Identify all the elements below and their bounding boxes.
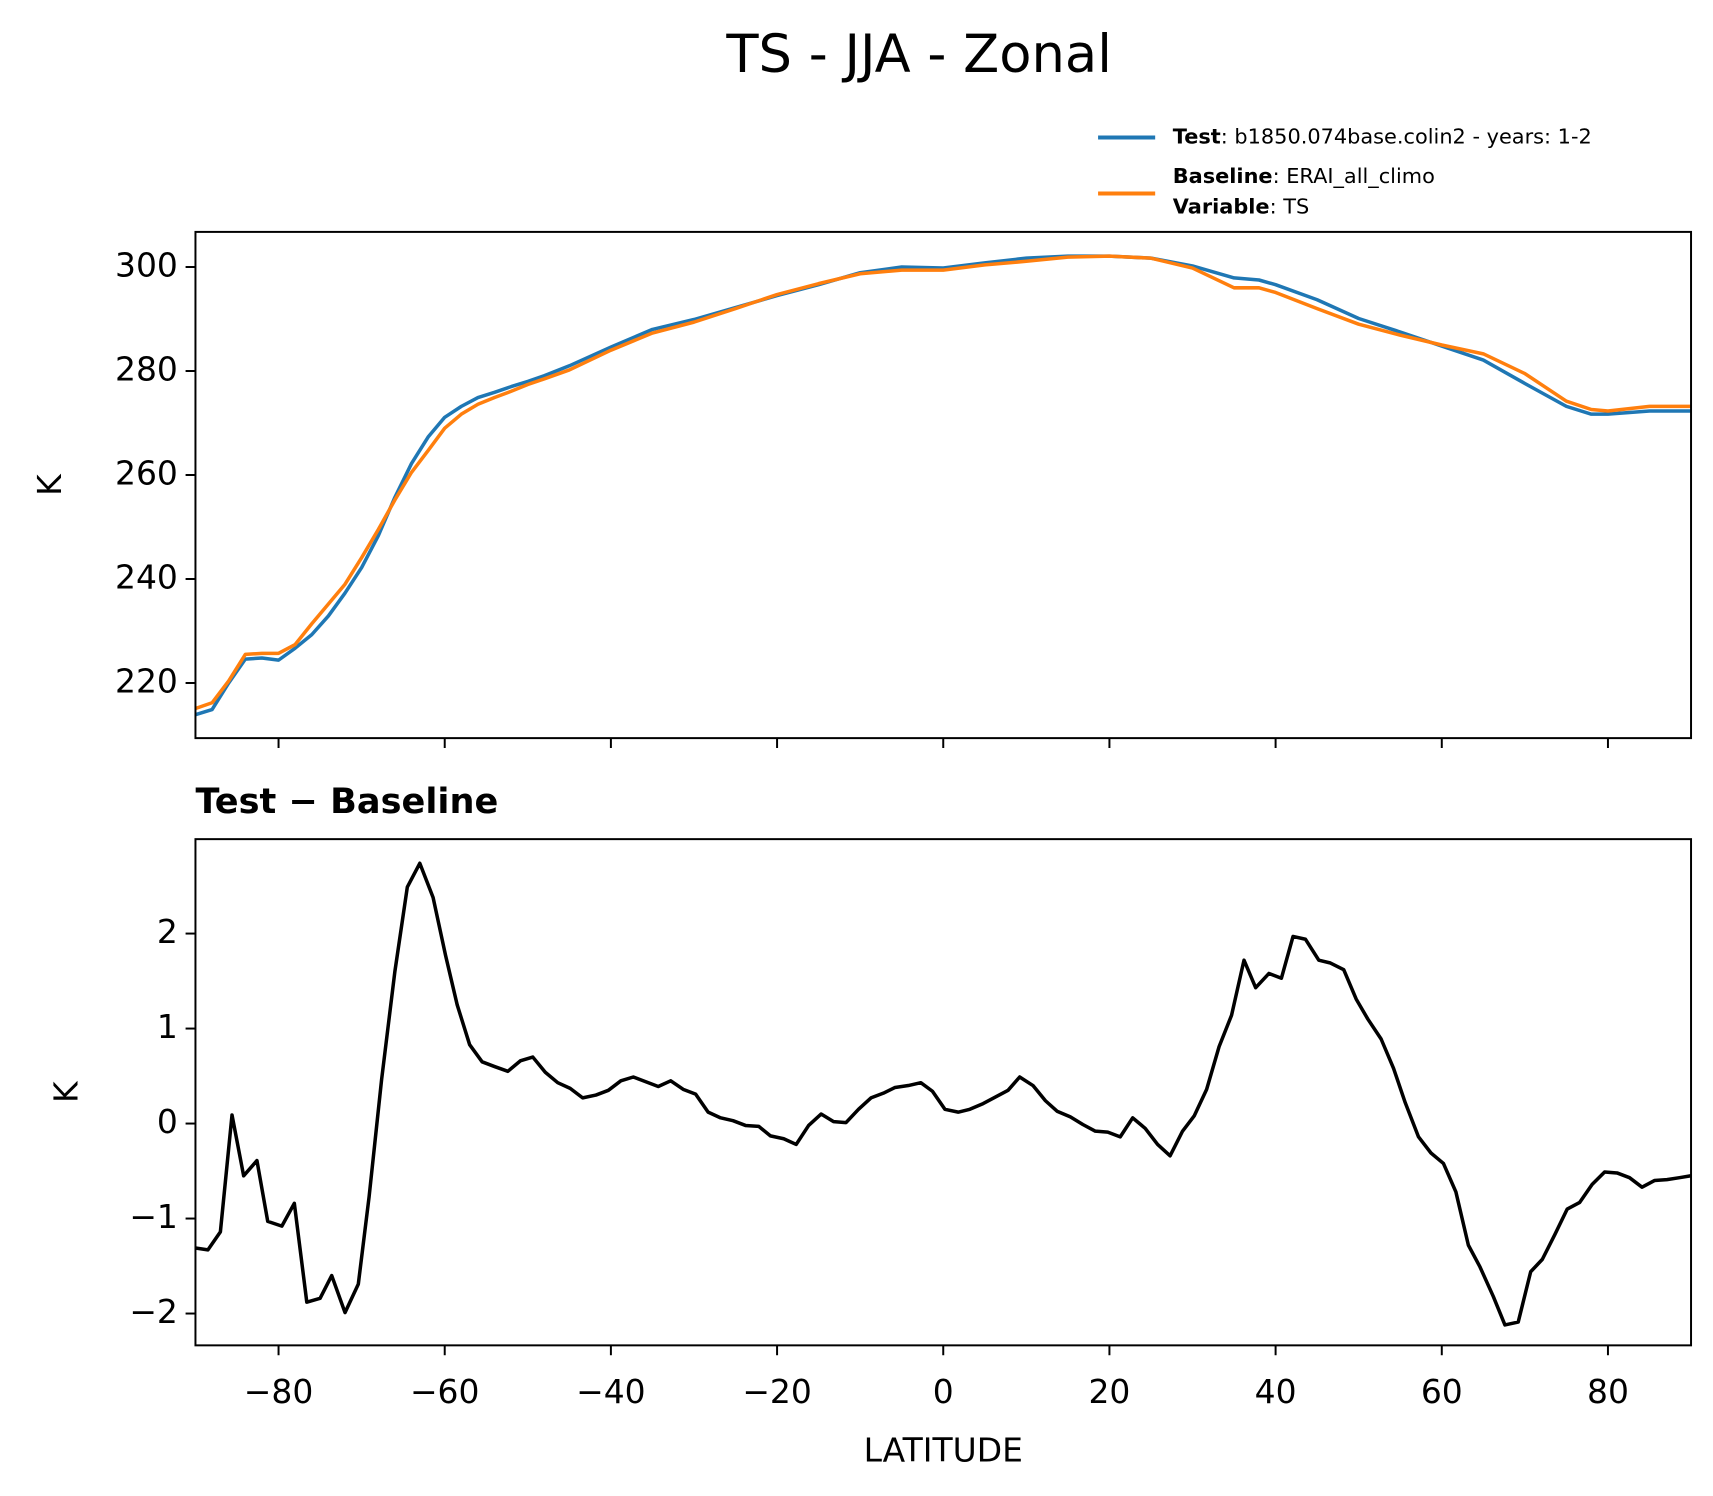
y-tick-label: 240	[115, 557, 178, 596]
y-axis-label: K	[30, 473, 69, 496]
legend-detail: : b1850.074base.colin2 - years: 1-2	[1221, 124, 1592, 148]
subplot-title: Test − Baseline	[195, 781, 498, 822]
legend-detail: : ERAI_all_climo	[1273, 164, 1435, 189]
x-tick-label: 40	[1255, 1372, 1297, 1411]
x-tick-label: −20	[742, 1372, 812, 1411]
legend-note-detail: : TS	[1270, 195, 1310, 219]
y-tick-label: 2	[157, 912, 178, 951]
y-tick-label: 1	[157, 1007, 178, 1046]
y-axis-label: K	[47, 1080, 86, 1103]
x-tick-label: 80	[1587, 1372, 1629, 1411]
y-tick-label: 0	[157, 1102, 178, 1141]
y-tick-label: 300	[115, 246, 178, 285]
y-tick-label: −2	[129, 1292, 178, 1331]
figure-title: TS - JJA - Zonal	[725, 24, 1111, 85]
y-tick-label: −1	[129, 1197, 178, 1236]
x-tick-label: −40	[576, 1372, 646, 1411]
x-tick-label: 60	[1421, 1372, 1463, 1411]
legend-note: Variable: TS	[1173, 195, 1309, 219]
legend-name: Baseline	[1173, 164, 1273, 188]
x-tick-label: −80	[244, 1372, 314, 1411]
x-tick-label: 0	[933, 1372, 954, 1411]
x-tick-label: −60	[410, 1372, 480, 1411]
x-tick-label: 20	[1088, 1372, 1130, 1411]
legend-name: Test	[1173, 124, 1221, 148]
legend-note-name: Variable	[1173, 195, 1270, 219]
data-line	[195, 861, 1692, 1327]
legend-label: Test: b1850.074base.colin2 - years: 1-2	[1173, 124, 1592, 148]
y-tick-label: 220	[115, 661, 178, 700]
data-line	[194, 254, 1692, 711]
x-axis-label: LATITUDE	[864, 1430, 1023, 1469]
y-tick-label: 260	[115, 454, 178, 493]
y-tick-label: 280	[115, 350, 178, 389]
legend-label: Baseline: ERAI_all_climo	[1173, 164, 1435, 189]
